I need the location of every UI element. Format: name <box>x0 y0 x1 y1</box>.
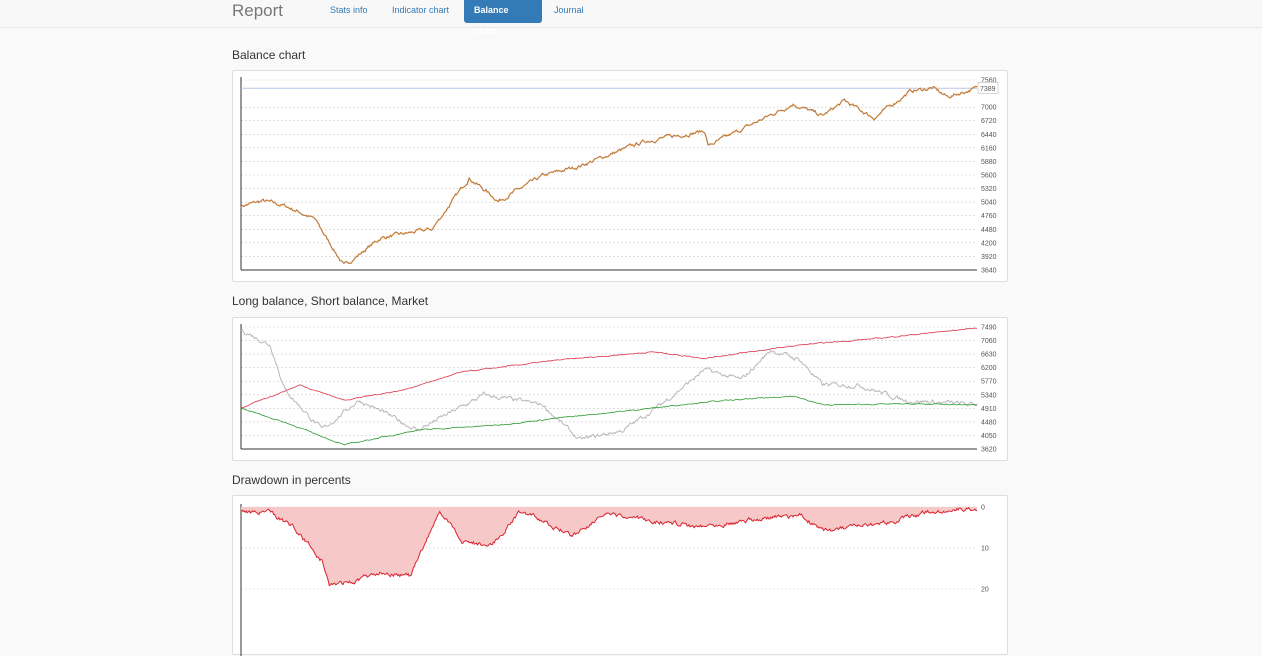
long-short-market-chart: 7490 7060 6630 6200 5770 5340 4910 4480 4050 3620 <box>240 324 997 454</box>
top-navbar: Report Stats info Indicator chart Balanc… <box>0 0 1262 36</box>
y-tick-label: 4760 <box>981 213 997 220</box>
short-balance-line <box>240 395 978 446</box>
y-tick-label: 4910 <box>981 406 997 413</box>
y-tick-label: 3620 <box>981 447 997 454</box>
y-tick-label: 0 <box>981 505 985 512</box>
current-value-box <box>977 81 999 94</box>
y-tick-label: 5880 <box>981 159 997 166</box>
y-tick-label: 7060 <box>981 338 997 345</box>
long-short-chart-panel: 7490 7060 6630 6200 5770 5340 4910 4480 4050 3620 <box>232 317 1008 461</box>
y-tick-label: 7000 <box>981 105 997 112</box>
y-tick-label: 5770 <box>981 379 997 386</box>
y-tick-label: 4480 <box>981 227 997 234</box>
current-value-label: 7389 <box>980 86 996 93</box>
y-tick-label: 6630 <box>981 352 997 359</box>
y-tick-label: 6440 <box>981 132 997 139</box>
brand-title[interactable]: Report <box>232 1 284 20</box>
balance-chart-title: Balance chart <box>232 48 306 62</box>
tab-balance-chart[interactable]: Balance chart <box>464 0 542 36</box>
tab-journal[interactable]: Journal <box>554 5 584 15</box>
long-balance-line <box>240 327 978 409</box>
tab-indicator-chart[interactable]: Indicator chart <box>392 5 450 15</box>
drawdown-chart-panel: 0 10 20 <box>232 495 1008 656</box>
balance-chart: 7560 7000 6720 6440 6160 5880 5600 5320 5040 4760… <box>240 77 999 275</box>
y-tick-label: 6720 <box>981 118 997 125</box>
drawdown-line <box>240 506 977 587</box>
y-tick-label: 5600 <box>981 173 997 180</box>
y-tick-label: 4050 <box>981 433 997 440</box>
y-tick-label: 7490 <box>981 325 997 332</box>
y-tick-label: 6160 <box>981 145 997 152</box>
balance-chart-panel: 7560 7000 6720 6440 6160 5880 5600 5320 5040 4760… <box>232 70 1008 282</box>
balance-line-overlay <box>240 85 978 265</box>
y-tick-label: 3920 <box>981 254 997 261</box>
y-tick-label: 3640 <box>981 268 997 275</box>
y-tick-label: 4480 <box>981 419 997 426</box>
y-tick-label: 7560 <box>981 78 997 85</box>
drawdown-chart: 0 10 20 <box>240 504 989 656</box>
y-tick-label: 10 <box>981 546 989 553</box>
y-tick-label: 5040 <box>981 200 997 207</box>
drawdown-area <box>241 507 977 586</box>
y-tick-label: 5320 <box>981 186 997 193</box>
y-tick-label: 6200 <box>981 365 997 372</box>
y-tick-label: 5340 <box>981 392 997 399</box>
tab-stats-info[interactable]: Stats info <box>330 5 368 15</box>
y-tick-label: 20 <box>981 587 989 594</box>
market-line <box>240 328 978 440</box>
long-short-market-title: Long balance, Short balance, Market <box>232 294 429 308</box>
y-tick-label: 4200 <box>981 240 997 247</box>
drawdown-title: Drawdown in percents <box>232 473 351 487</box>
